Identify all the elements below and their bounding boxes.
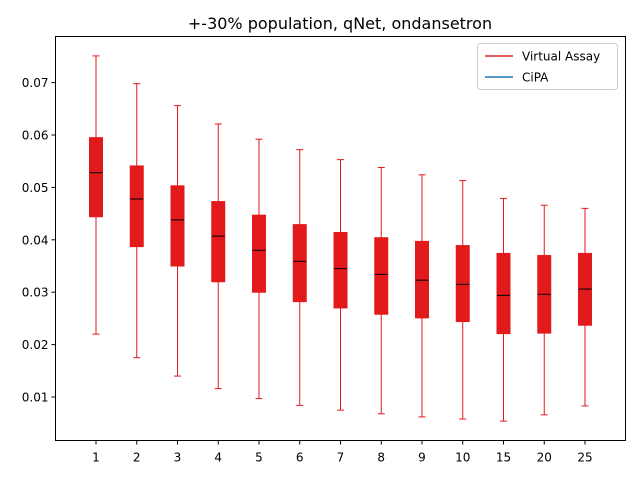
x-tick-label: 2 — [133, 451, 141, 465]
x-tick-label: 9 — [418, 451, 426, 465]
box-9 — [415, 174, 429, 418]
box-iqr — [292, 224, 307, 303]
box-iqr — [211, 201, 226, 283]
y-tick-label: 0.01 — [22, 391, 49, 405]
x-tick-label: 5 — [255, 451, 263, 465]
box-1 — [89, 55, 103, 335]
chart-title: +-30% population, qNet, ondansetron — [188, 14, 492, 33]
box-iqr — [496, 252, 511, 335]
legend-label: Virtual Assay — [522, 50, 600, 64]
y-tick-label: 0.05 — [22, 181, 49, 195]
box-25 — [578, 207, 592, 407]
box-6 — [292, 149, 307, 406]
box-3 — [170, 105, 185, 377]
x-tick-label: 7 — [337, 451, 345, 465]
legend: Virtual Assay CiPA — [477, 43, 618, 90]
box-iqr — [89, 137, 103, 218]
box-iqr — [170, 185, 185, 267]
box-iqr — [415, 240, 429, 319]
box-iqr — [129, 165, 144, 248]
x-tick-label: 4 — [214, 451, 222, 465]
y-axis: 0.01 0.02 0.03 0.04 0.05 0.06 0.07 — [22, 76, 56, 405]
legend-frame — [477, 43, 618, 90]
x-tick-label: 20 — [537, 451, 552, 465]
box-4 — [211, 123, 226, 390]
box-iqr — [374, 237, 389, 315]
x-axis: 1 2 3 4 5 6 7 8 9 10 15 20 25 — [92, 440, 593, 465]
plot-area — [89, 55, 592, 422]
box-20 — [537, 204, 552, 416]
box-7 — [333, 159, 348, 411]
y-tick-label: 0.03 — [22, 286, 49, 300]
x-tick-label: 8 — [377, 451, 385, 465]
box-15 — [496, 197, 511, 422]
x-tick-label: 3 — [174, 451, 182, 465]
box-5 — [252, 138, 266, 400]
legend-label: CiPA — [522, 71, 549, 85]
y-tick-label: 0.07 — [22, 76, 49, 90]
x-tick-label: 1 — [92, 451, 100, 465]
x-tick-label: 6 — [296, 451, 304, 465]
box-iqr — [455, 245, 470, 323]
box-8 — [374, 166, 389, 415]
box-iqr — [252, 214, 266, 293]
x-tick-label: 25 — [577, 451, 592, 465]
box-10 — [455, 180, 470, 420]
x-tick-label: 10 — [455, 451, 470, 465]
axes-frame — [55, 36, 626, 441]
box-2 — [129, 83, 144, 359]
y-tick-label: 0.04 — [22, 233, 49, 247]
y-tick-label: 0.02 — [22, 338, 49, 352]
y-tick-label: 0.06 — [22, 129, 49, 143]
x-tick-label: 15 — [496, 451, 511, 465]
box-iqr — [333, 231, 348, 309]
